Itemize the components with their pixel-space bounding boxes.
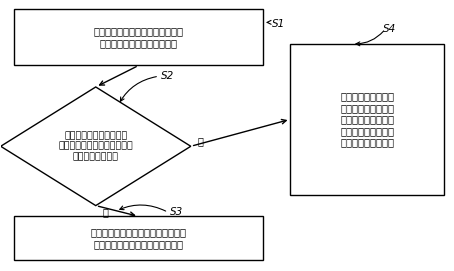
Text: 将与母线断开的线路
上与打开断路器相邻
的抽油机组的发电机
启动，为与母线断开
的线路提供有功功率: 将与母线断开的线路 上与打开断路器相邻 的抽油机组的发电机 启动，为与母线断开 … bbox=[340, 91, 395, 147]
Text: 将打开的断路器关闭，并将与母线断
开的线路中的抽油机组分批启动；: 将打开的断路器关闭，并将与母线断 开的线路中的抽油机组分批启动； bbox=[91, 227, 187, 249]
Text: 是: 是 bbox=[103, 207, 109, 217]
Text: S3: S3 bbox=[170, 207, 184, 217]
Text: S1: S1 bbox=[272, 19, 286, 29]
Bar bbox=[14, 216, 263, 260]
Text: 否: 否 bbox=[197, 136, 203, 146]
Bar bbox=[14, 9, 263, 65]
Bar bbox=[291, 44, 444, 195]
Text: 当检测到所述油田配电网发生故障
时，查找所述故障点的位置；: 当检测到所述油田配电网发生故障 时，查找所述故障点的位置； bbox=[94, 26, 184, 48]
Text: S4: S4 bbox=[383, 24, 396, 34]
Polygon shape bbox=[1, 87, 191, 206]
Text: 通过打开断路器将故障点
的线路断开，并判断故障是否
为非永久性故障？: 通过打开断路器将故障点 的线路断开，并判断故障是否 为非永久性故障？ bbox=[59, 131, 133, 161]
Text: S2: S2 bbox=[161, 71, 175, 81]
